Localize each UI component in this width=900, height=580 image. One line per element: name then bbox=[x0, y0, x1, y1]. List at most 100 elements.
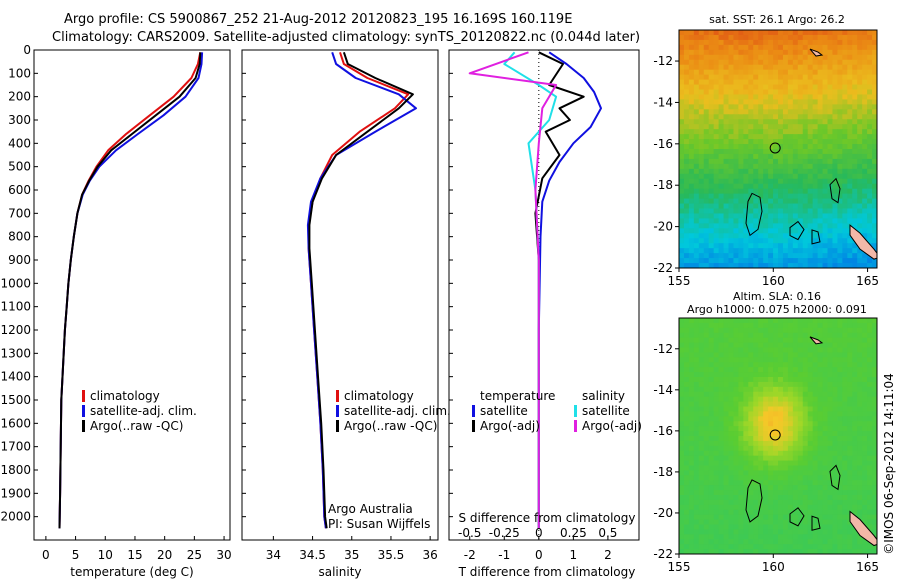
map-cell bbox=[683, 44, 690, 51]
map-cell bbox=[842, 183, 848, 190]
map-cell bbox=[842, 144, 848, 150]
map-cell bbox=[753, 243, 759, 249]
map-cell bbox=[782, 114, 789, 120]
map-cell bbox=[688, 69, 695, 76]
map-cell bbox=[703, 34, 710, 41]
map-cell bbox=[693, 134, 700, 140]
map-cell bbox=[847, 34, 853, 41]
map-cell bbox=[862, 445, 868, 452]
map-cell bbox=[773, 377, 779, 383]
map-cell bbox=[698, 183, 705, 190]
map-cell bbox=[748, 228, 754, 234]
map-cell bbox=[787, 124, 794, 130]
map-cell bbox=[817, 519, 824, 526]
map-cell bbox=[773, 183, 779, 190]
map-cell bbox=[758, 534, 764, 540]
map-cell bbox=[713, 352, 720, 358]
map-cell bbox=[822, 372, 829, 378]
map-cell bbox=[768, 99, 774, 105]
map-cell bbox=[693, 129, 700, 135]
map-cell bbox=[688, 248, 695, 254]
map-cell bbox=[782, 357, 789, 363]
map-cell bbox=[728, 59, 735, 66]
map-cell bbox=[842, 173, 848, 180]
map-cell bbox=[857, 49, 863, 56]
map-cell bbox=[728, 455, 735, 462]
map-cell bbox=[738, 188, 744, 195]
land-patch bbox=[809, 48, 824, 57]
map-cell bbox=[708, 124, 715, 130]
map-cell bbox=[822, 243, 829, 249]
map-cell bbox=[728, 258, 735, 264]
map-cell bbox=[743, 153, 749, 160]
map-cell bbox=[822, 504, 829, 511]
map-cell bbox=[872, 119, 877, 125]
map-cell bbox=[837, 228, 843, 234]
map-cell bbox=[738, 89, 744, 96]
map-cell bbox=[743, 248, 749, 254]
map-cell bbox=[768, 84, 774, 91]
map-cell bbox=[817, 69, 824, 76]
map-cell bbox=[683, 539, 690, 545]
map-cell bbox=[763, 357, 769, 363]
map-cell bbox=[832, 327, 838, 334]
map-cell bbox=[743, 158, 749, 165]
map-cell bbox=[738, 406, 744, 413]
map-cell bbox=[753, 455, 759, 462]
map-cell bbox=[797, 34, 804, 41]
map-cell bbox=[758, 327, 764, 334]
map-cell bbox=[852, 44, 858, 51]
map-cell bbox=[763, 431, 769, 437]
map-cell bbox=[703, 198, 710, 205]
map-cell bbox=[852, 377, 858, 383]
map-cell bbox=[807, 144, 814, 150]
map-cell bbox=[817, 173, 824, 180]
map-cell bbox=[713, 253, 720, 259]
map-cell bbox=[679, 228, 685, 234]
map-cell bbox=[698, 381, 705, 388]
map-cell bbox=[797, 455, 804, 462]
map-cell bbox=[827, 218, 834, 224]
map-cell bbox=[713, 386, 720, 393]
map-cell bbox=[802, 381, 809, 388]
map-cell bbox=[683, 401, 690, 408]
map-cell bbox=[733, 495, 739, 501]
map-cell bbox=[679, 193, 685, 200]
map-cell bbox=[857, 119, 863, 125]
map-cell bbox=[822, 79, 829, 86]
map-cell bbox=[787, 445, 794, 452]
map-cell bbox=[743, 99, 749, 105]
map-cell bbox=[743, 34, 749, 41]
map-cell bbox=[758, 416, 764, 422]
map-cell bbox=[758, 450, 764, 457]
map-cell bbox=[837, 149, 843, 155]
map-cell bbox=[743, 49, 749, 56]
map-cell bbox=[718, 426, 725, 432]
map-cell bbox=[792, 509, 799, 516]
map-cell bbox=[708, 84, 715, 91]
map-cell bbox=[778, 490, 784, 496]
map-cell bbox=[738, 34, 744, 41]
map-cell bbox=[713, 470, 720, 476]
map-cell bbox=[857, 377, 863, 383]
map-cell bbox=[857, 465, 863, 472]
map-cell bbox=[827, 163, 834, 170]
legend-label: Argo(..raw -QC) bbox=[344, 419, 437, 433]
map-cell bbox=[728, 421, 735, 427]
map-cell bbox=[708, 549, 715, 554]
map-cell bbox=[842, 114, 848, 120]
map-cell bbox=[733, 549, 739, 554]
map-cell bbox=[688, 440, 695, 447]
map-cell bbox=[763, 59, 769, 66]
map-cell bbox=[703, 529, 710, 535]
map-cell bbox=[743, 509, 749, 516]
map-cell bbox=[763, 411, 769, 417]
map-cell bbox=[802, 401, 809, 408]
map-cell bbox=[679, 263, 685, 268]
map-cell bbox=[753, 134, 759, 140]
map-cell bbox=[807, 470, 814, 476]
map-cell bbox=[842, 539, 848, 545]
map-cell bbox=[787, 416, 794, 422]
map-cell bbox=[728, 163, 735, 170]
map-cell bbox=[753, 114, 759, 120]
